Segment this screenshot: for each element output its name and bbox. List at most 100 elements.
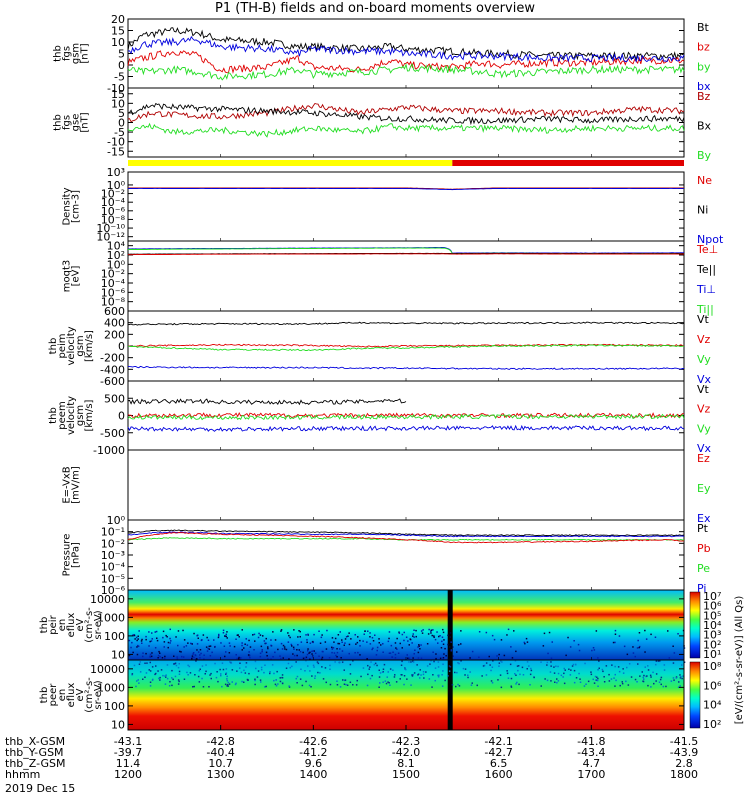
panel-thb-peer-en-eflux-speckle <box>575 677 578 679</box>
panel-thb-peir-en-eflux-speckle <box>331 648 334 650</box>
panel-thb-peer-en-eflux-speckle <box>345 683 347 686</box>
panel-thb-peer-en-eflux-speckle <box>568 668 570 670</box>
panel-thb-peer-en-eflux-speckle <box>621 682 624 685</box>
panel-thb-peir-en-eflux-speckle <box>506 634 508 636</box>
panel-thb-peer-en-eflux-speckle <box>305 680 307 683</box>
footer-value-thb-z-gsm: 11.4 <box>116 757 141 770</box>
panel-thb-peer-en-eflux-speckle <box>533 676 535 679</box>
panel-thb-peer-en-eflux-speckle <box>569 674 572 676</box>
panel-thb-peer-en-eflux-speckle <box>221 662 224 664</box>
panel-thb-peir-en-eflux-speckle <box>149 653 152 656</box>
panel-thb-peer-en-eflux-speckle <box>458 685 461 687</box>
panel-thb-peer-en-eflux-speckle <box>514 673 516 675</box>
panel-thb-peir-en-eflux-speckle <box>203 658 205 660</box>
panel-thb-peer-en-eflux-speckle <box>198 670 201 672</box>
panel-thb-peer-en-eflux-speckle <box>510 677 513 680</box>
panel-thb-peir-en-eflux-speckle <box>321 634 323 636</box>
panel-thb-peir-en-eflux-speckle <box>419 648 421 650</box>
panel-thb-peir-en-eflux-speckle <box>164 655 166 658</box>
panel-thb-peir-en-eflux-speckle <box>356 641 359 644</box>
panel-thb-peim-velocity-gsm-ytick-label: -200 <box>100 352 125 365</box>
panel-thb-peir-en-eflux-speckle <box>507 628 510 631</box>
panel-thb-peir-en-eflux-ytick-label: 10 <box>111 648 125 661</box>
panel-thb-peer-en-eflux-speckle <box>608 680 611 682</box>
panel-thb-peim-velocity-gsm-legend-vy: Vy <box>697 353 711 366</box>
panel-thb-peer-en-eflux-speckle <box>304 670 306 672</box>
panel-thb-peer-en-eflux-speckle <box>657 660 660 662</box>
panel-thb-peer-en-eflux-speckle <box>660 676 663 679</box>
panel-thb-fgs-gse-frame <box>127 87 685 158</box>
panel-thb-peer-en-eflux-speckle <box>301 684 304 687</box>
panel-thb-peir-en-eflux-speckle <box>193 632 195 635</box>
panel-thb-peir-en-eflux-speckle <box>442 657 445 659</box>
panel-thb-peir-en-eflux-speckle <box>284 648 286 650</box>
panel-thb-peer-en-eflux-speckle <box>226 685 228 687</box>
panel-density-ytick-label: 10³ <box>107 166 125 179</box>
panel-thb-peir-en-eflux-speckle <box>259 634 262 636</box>
panel-thb-peir-en-eflux-speckle <box>548 631 551 634</box>
panel-thb-peer-en-eflux-speckle <box>510 686 513 688</box>
panel-thb-peer-en-eflux-speckle <box>384 680 387 682</box>
panel-thb-peer-en-eflux-speckle <box>343 669 345 671</box>
panel-thb-peer-en-eflux-speckle <box>517 665 520 667</box>
panel-thb-peir-en-eflux-speckle <box>285 648 288 651</box>
panel-thb-peer-en-eflux-ytick-label: 100 <box>104 700 125 713</box>
panel-thb-peir-en-eflux-speckle <box>148 631 150 633</box>
footer-value-thb-y-gsm: -41.2 <box>299 746 327 759</box>
panel-thb-peer-en-eflux-speckle <box>650 676 652 678</box>
panel-thb-peer-en-eflux-speckle <box>259 679 262 681</box>
panel-thb-peir-en-eflux-speckle <box>176 656 178 658</box>
panel-thb-peer-en-eflux-speckle <box>649 674 652 677</box>
panel-thb-peir-en-eflux-speckle <box>280 642 283 645</box>
panel-thb-peer-en-eflux-speckle <box>621 681 623 683</box>
panel-moqt3-ytick-label: 10⁻⁴ <box>101 277 126 290</box>
panel-thb-peir-en-eflux-speckle <box>209 655 212 657</box>
panel-thb-peir-en-eflux-speckle <box>254 640 256 642</box>
panel-thb-fgs-gse-ylabel: thb <box>53 114 64 131</box>
panel-thb-peir-en-eflux-speckle <box>364 630 366 632</box>
panel-thb-peer-en-eflux-speckle <box>378 686 380 688</box>
panel-thb-peir-en-eflux-speckle <box>235 638 237 640</box>
panel-density-ytick-label: 10⁻² <box>101 188 125 201</box>
panel-thb-peir-en-eflux-speckle <box>228 642 231 644</box>
panel-thb-peir-en-eflux-speckle <box>159 652 161 654</box>
panel-thb-peer-en-eflux-speckle <box>193 685 195 688</box>
panel-thb-peer-en-eflux-speckle <box>277 683 279 685</box>
panel-thb-peer-en-eflux-speckle <box>317 671 319 674</box>
panel-thb-peir-en-eflux-speckle <box>362 640 364 642</box>
panel-thb-peir-en-eflux-speckle <box>293 629 295 631</box>
panel-thb-peir-en-eflux-speckle <box>191 643 193 645</box>
panel-thb-peer-en-eflux-speckle <box>622 668 624 670</box>
panel-thb-peem-velocity-gsm-ytick-label: 500 <box>104 392 125 405</box>
panel-thb-peer-en-eflux-speckle <box>553 672 556 674</box>
panel-thb-peir-en-eflux-speckle <box>252 634 254 636</box>
panel-thb-peer-en-eflux-speckle <box>192 686 194 688</box>
panel-thb-peer-en-eflux-speckle <box>420 674 422 676</box>
panel-thb-peir-en-eflux-speckle <box>136 639 138 642</box>
panel-thb-peer-en-eflux-speckle <box>514 660 517 662</box>
panel-thb-peir-en-eflux-speckle <box>324 641 327 643</box>
panel-thb-peer-en-eflux-speckle <box>519 673 521 676</box>
panel-thb-peer-en-eflux-speckle <box>573 669 576 672</box>
panel-thb-peir-en-eflux-speckle <box>525 637 528 640</box>
panel-thb-peer-en-eflux-speckle <box>677 686 680 688</box>
panel-thb-peer-en-eflux-speckle <box>274 683 277 686</box>
panel-thb-peir-en-eflux-speckle <box>270 639 272 641</box>
panel-thb-peir-en-eflux-ylabel: eflux <box>66 613 77 638</box>
panel-thb-peir-en-eflux-speckle <box>359 654 361 656</box>
panel-thb-peir-en-eflux-speckle <box>296 654 298 657</box>
panel-thb-peer-en-eflux-speckle <box>433 660 435 663</box>
panel-thb-peer-en-eflux-speckle <box>144 676 146 678</box>
panel-moqt3-ytick-label: 10⁻² <box>101 268 125 281</box>
panel-thb-peer-en-eflux-speckle <box>437 676 440 678</box>
panel-thb-peer-en-eflux-speckle <box>570 669 572 671</box>
panel-thb-peer-en-eflux-speckle <box>177 683 180 685</box>
panel-thb-peer-en-eflux-speckle <box>672 677 675 679</box>
panel-thb-peir-en-eflux-speckle <box>199 657 201 659</box>
panel-thb-peer-en-eflux-speckle <box>189 672 192 674</box>
panel-thb-peer-en-eflux-speckle <box>549 671 552 673</box>
panel-thb-peer-en-eflux-ylabel: (cm²-s- <box>84 677 95 713</box>
panel-thb-peer-en-eflux-speckle <box>281 682 284 685</box>
panel-thb-peir-en-eflux-speckle <box>135 636 138 639</box>
panel-thb-peer-en-eflux-speckle <box>643 678 645 680</box>
